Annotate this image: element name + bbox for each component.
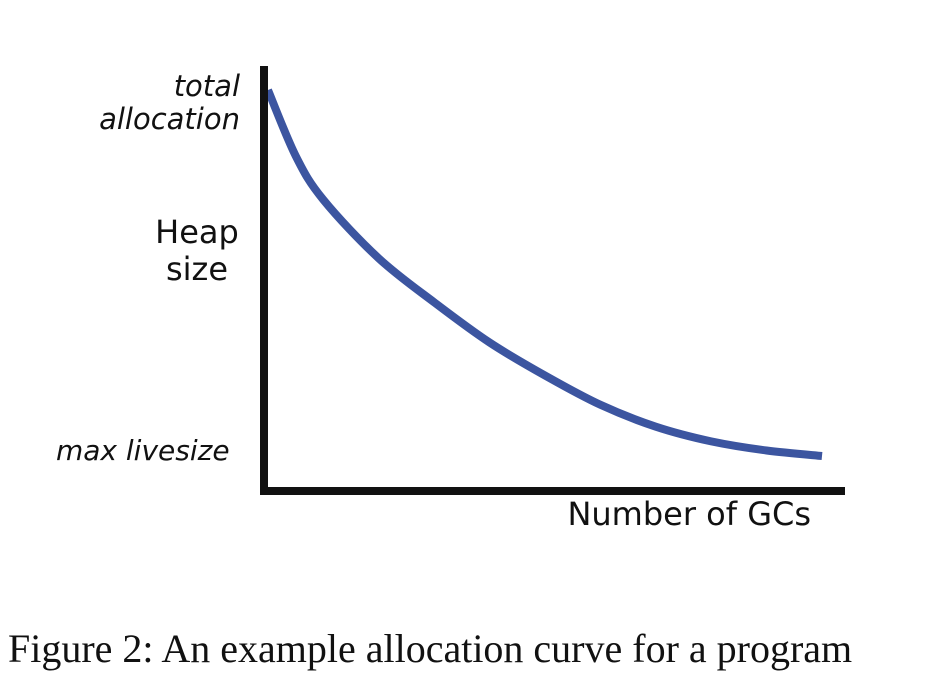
x-axis-label: Number of GCs (567, 495, 811, 533)
y-tick-label-top-line-1: total (174, 69, 240, 103)
y-axis-label-line-2: size (166, 250, 228, 288)
y-axis-label-line-1: Heap (155, 213, 239, 251)
y-tick-label-top-line-2: allocation (99, 102, 240, 136)
series-line-heap-size (264, 88, 823, 460)
plot-area (264, 88, 823, 460)
figure-caption: Figure 2: An example allocation curve fo… (8, 626, 852, 671)
y-tick-label-bottom: max livesize (56, 434, 230, 467)
